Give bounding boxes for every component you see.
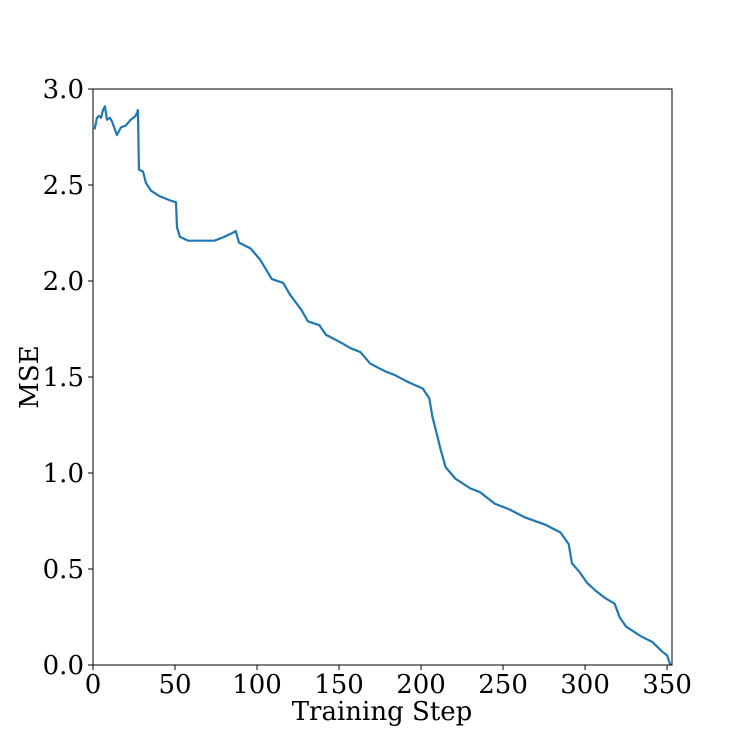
x-tick-label: 200 (396, 670, 446, 700)
plot-frame (92, 88, 673, 666)
line (93, 105, 672, 666)
y-tick-label: 0.5 (43, 555, 84, 585)
x-tick-label: 0 (85, 670, 102, 700)
x-tick-label: 50 (158, 670, 191, 700)
x-tick-label: 100 (232, 670, 282, 700)
x-tick-label: 350 (642, 670, 692, 700)
y-tick-label: 0.0 (43, 651, 84, 681)
y-tick-label: 1.0 (43, 459, 84, 489)
x-tick-label: 250 (478, 670, 528, 700)
x-tick-label: 300 (560, 670, 610, 700)
y-axis-label: MSE (15, 345, 45, 408)
y-tick-label: 3.0 (43, 75, 84, 105)
x-axis-label: Training Step (292, 697, 473, 727)
y-tick-label: 1.5 (43, 363, 84, 393)
y-tick-label: 2.5 (43, 171, 84, 201)
y-tick-label: 2.0 (43, 267, 84, 297)
x-tick-label: 150 (314, 670, 364, 700)
